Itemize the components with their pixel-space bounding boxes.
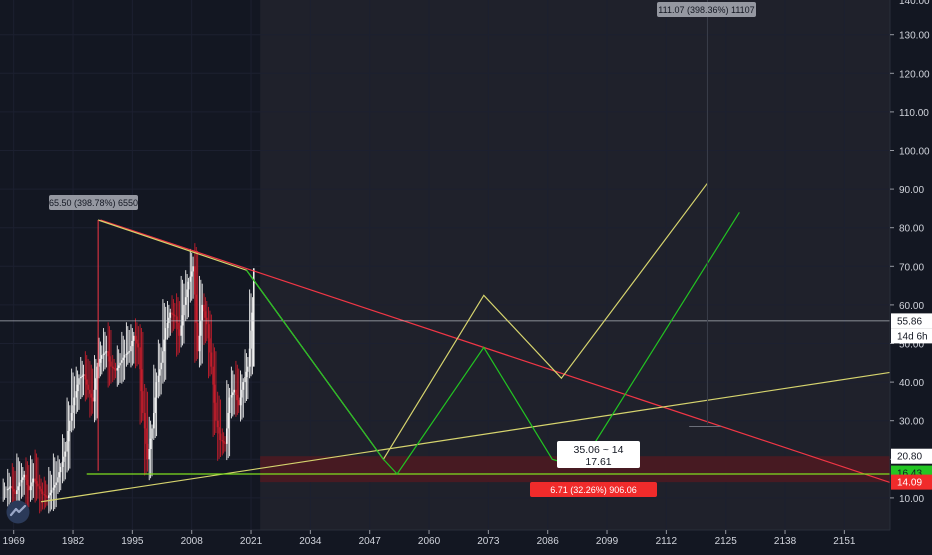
tradingview-logo-icon: [6, 500, 30, 524]
price-tag-red-box: [891, 474, 932, 490]
x-tick-label: 1969: [3, 536, 26, 547]
ascending-support-line: [40, 371, 891, 503]
measure-label-top-box: [657, 2, 756, 17]
price-tag-zone-top-box: [891, 448, 932, 464]
y-tick-label: 140.00: [899, 0, 930, 7]
range-label-line2: 17.61: [585, 456, 611, 468]
x-tick-label: 2138: [774, 536, 797, 547]
price-tag-crosshair-box: [891, 313, 932, 329]
y-tick-label: 10.00: [899, 494, 924, 505]
y-tick-label: 90.00: [899, 185, 924, 196]
zone-measure-label-box: [530, 482, 657, 497]
x-tick-label: 2151: [833, 536, 856, 547]
zone-measure-label: 6.71 (32.26%) 906.06: [550, 485, 637, 495]
x-tick-label: 2047: [359, 536, 382, 547]
y-tick-label: 40.00: [899, 378, 924, 389]
y-tick-label: 130.00: [899, 31, 930, 42]
range-label-line1: 35.06 ~ 14: [574, 444, 624, 456]
y-tick-label: 50.00: [899, 340, 924, 351]
y-tick-label: 110.00: [899, 108, 929, 119]
x-tick-label: 2073: [477, 536, 500, 547]
descending-resistance-line: [100, 219, 891, 484]
y-tick-label: 30.00: [899, 417, 924, 428]
x-tick-label: 2125: [715, 536, 738, 547]
price-tag-countdown-box: [891, 328, 932, 344]
measure-label-left: 65.50 (398.78%) 6550: [49, 198, 138, 208]
price-tag-zone-top: 20.80: [897, 452, 922, 463]
price-tag-crosshair: 55.86: [897, 316, 922, 327]
y-tick-label: 60.00: [899, 301, 924, 312]
price-tag-red: 14.09: [897, 478, 922, 489]
x-tick-label: 2060: [418, 536, 441, 547]
measure-label-top: 111.07 (398.36%) 11107: [658, 5, 754, 15]
price-tag-countdown: 14d 6h: [897, 331, 928, 342]
y-tick-label: 80.00: [899, 224, 924, 235]
x-tick-label: 2034: [299, 536, 322, 547]
x-tick-label: 1995: [121, 536, 144, 547]
x-tick-label: 2086: [537, 536, 560, 547]
y-tick-label: 100.00: [899, 147, 930, 158]
x-tick-label: 2008: [181, 536, 204, 547]
x-tick-label: 2099: [596, 536, 619, 547]
price-tag-green: 16.43: [897, 469, 922, 480]
y-tick-label: 70.00: [899, 262, 924, 273]
y-tick-label: 120.00: [899, 69, 930, 80]
x-tick-label: 2021: [240, 536, 263, 547]
x-tick-label: 1982: [62, 536, 85, 547]
range-label-box: [557, 441, 640, 468]
x-tick-label: 2112: [656, 536, 678, 547]
measure-label-left-box: [49, 195, 138, 210]
projection-path-yellow: [97, 182, 708, 461]
